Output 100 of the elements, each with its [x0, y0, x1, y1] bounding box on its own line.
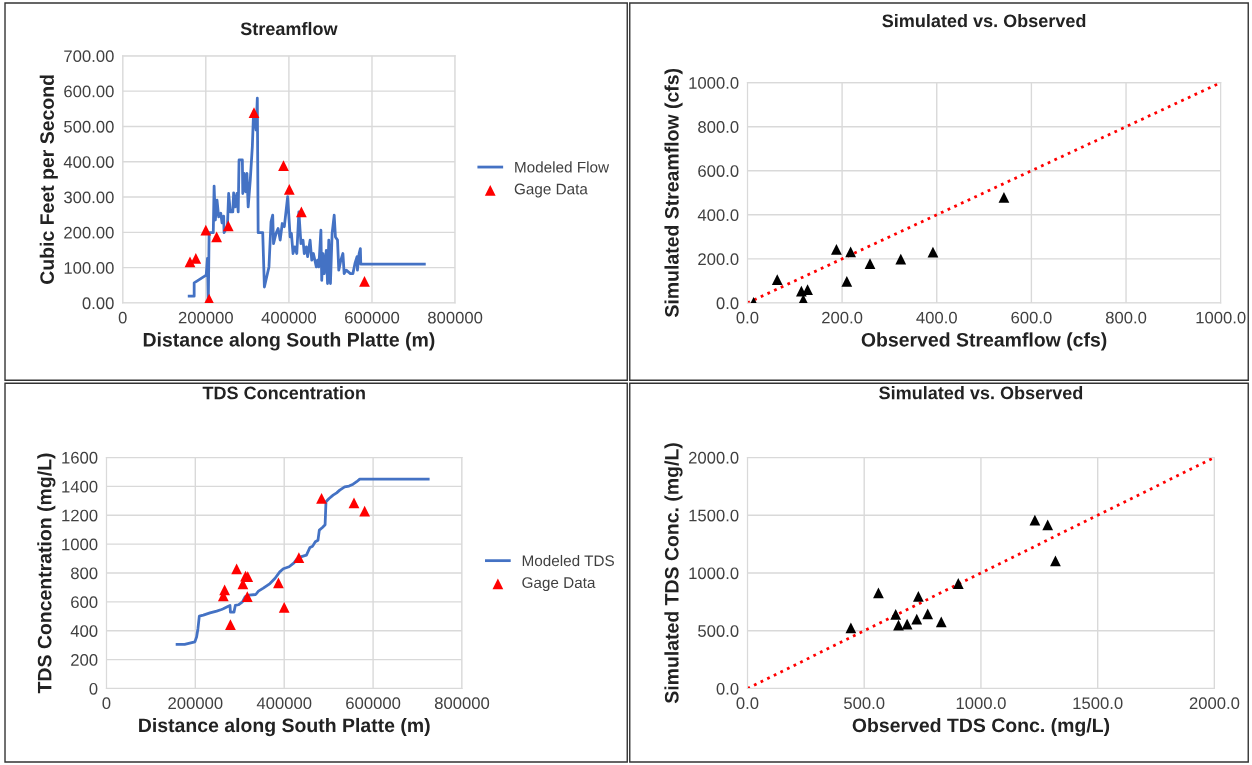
- point: [316, 493, 327, 504]
- y-axis-title: TDS Concentration (mg/L): [37, 453, 56, 694]
- y-tick-label: 1400: [62, 480, 98, 493]
- y-tick-label: 200.0: [698, 253, 739, 266]
- point: [273, 577, 284, 589]
- point: [841, 275, 853, 287]
- legend-label: Gage Data: [522, 577, 596, 592]
- y-axis-title: Cubic Feet per Second: [39, 75, 58, 284]
- point: [771, 274, 783, 285]
- x-tick-label: 800000: [428, 311, 483, 324]
- point: [890, 609, 902, 620]
- point: [1050, 555, 1061, 567]
- x-tick-label: 0: [118, 311, 127, 324]
- y-tick-label: 200: [71, 654, 98, 666]
- point: [864, 258, 876, 270]
- x-tick-label: 0.0: [736, 697, 759, 710]
- y-tick-label: 2000.0: [688, 451, 739, 464]
- point: [359, 505, 371, 517]
- point: [912, 591, 924, 602]
- y-tick-label: 600.00: [64, 85, 114, 98]
- point: [998, 192, 1010, 203]
- y-tick-label: 0.0: [716, 297, 739, 310]
- x-axis-title: Distance along South Platte (m): [139, 717, 430, 737]
- y-tick-label: 300.00: [64, 191, 114, 204]
- point: [248, 107, 260, 119]
- y-tick-label: 1600: [62, 451, 98, 464]
- x-axis-title: Observed TDS Conc. (mg/L): [852, 717, 1110, 737]
- point: [225, 619, 236, 630]
- x-tick-label: 200000: [178, 311, 233, 324]
- point: [241, 591, 253, 602]
- x-tick-label: 2000.0: [1189, 697, 1240, 710]
- y-tick-label: 400.0: [697, 209, 739, 222]
- y-tick-label: 0: [89, 682, 98, 695]
- x-tick-label: 400000: [261, 311, 317, 324]
- point: [222, 220, 234, 232]
- point: [873, 587, 884, 599]
- y-tick-label: 100.00: [64, 262, 114, 274]
- point: [203, 293, 215, 303]
- point: [293, 552, 305, 563]
- point: [278, 160, 289, 172]
- point: [901, 618, 913, 630]
- chart-title: Streamflow: [240, 21, 338, 36]
- point: [1042, 519, 1054, 531]
- chart-title: Simulated vs. Observed: [882, 13, 1086, 28]
- y-tick-label: 600: [71, 596, 98, 609]
- x-tick-label: 1000.0: [1196, 311, 1246, 324]
- y-tick-label: 400.00: [63, 156, 114, 168]
- y-tick-label: 600.0: [698, 165, 739, 177]
- point: [895, 253, 907, 265]
- chart-title: TDS Concentration: [202, 386, 365, 400]
- point: [211, 231, 222, 243]
- x-axis-title: Observed Streamflow (cfs): [861, 332, 1107, 351]
- x-tick-label: 600000: [345, 311, 400, 324]
- x-tick-label: 200000: [168, 697, 223, 710]
- x-tick-label: 400.0: [916, 311, 957, 324]
- x-tick-label: 800.0: [1105, 311, 1147, 324]
- legend-label: Modeled Flow: [515, 161, 610, 173]
- legend-label: Modeled TDS: [522, 554, 614, 567]
- point: [283, 183, 295, 195]
- x-tick-label: 1000.0: [956, 697, 1006, 710]
- y-tick-label: 1000.0: [689, 567, 739, 580]
- x-tick-label: 500.0: [844, 697, 885, 710]
- point: [295, 206, 307, 218]
- y-tick-label: 1000: [62, 538, 98, 551]
- point: [1029, 514, 1041, 526]
- y-tick-label: 0.00: [82, 297, 114, 310]
- x-tick-label: 800000: [434, 697, 490, 710]
- point: [359, 276, 370, 287]
- y-tick-label: 1500.0: [689, 509, 739, 522]
- y-tick-label: 500.0: [698, 625, 739, 637]
- y-tick-label: 500.00: [64, 120, 114, 133]
- x-tick-label: 600000: [346, 697, 401, 710]
- y-tick-label: 700.00: [64, 50, 114, 63]
- y-tick-label: 200.00: [64, 226, 114, 239]
- x-tick-label: 600.0: [1011, 311, 1052, 324]
- point: [845, 622, 857, 634]
- point: [911, 613, 923, 625]
- y-tick-label: 800: [71, 567, 98, 580]
- point: [200, 224, 212, 236]
- point: [348, 497, 360, 509]
- point: [231, 563, 243, 575]
- point: [845, 246, 856, 258]
- point: [831, 244, 842, 255]
- y-tick-label: 0.0: [716, 682, 739, 695]
- point: [935, 616, 947, 628]
- point: [893, 619, 904, 631]
- y-tick-label: 1200: [62, 509, 98, 522]
- y-axis-title: Simulated TDS Conc. (mg/L): [664, 443, 683, 704]
- y-tick-label: 800.0: [698, 121, 739, 133]
- line-series: [175, 477, 430, 646]
- point: [952, 578, 964, 589]
- x-tick-label: 0.0: [736, 311, 759, 324]
- x-tick-label: 1500.0: [1073, 697, 1123, 710]
- y-axis-title: Simulated Streamflow (cfs): [664, 68, 683, 318]
- point: [922, 608, 934, 620]
- chart-title: Simulated vs. Observed: [879, 386, 1083, 400]
- x-tick-label: 200.0: [822, 311, 863, 324]
- legend-label: Gage Data: [514, 183, 588, 198]
- x-axis-title: Distance along South Platte (m): [143, 332, 435, 351]
- y-tick-label: 400: [70, 625, 98, 637]
